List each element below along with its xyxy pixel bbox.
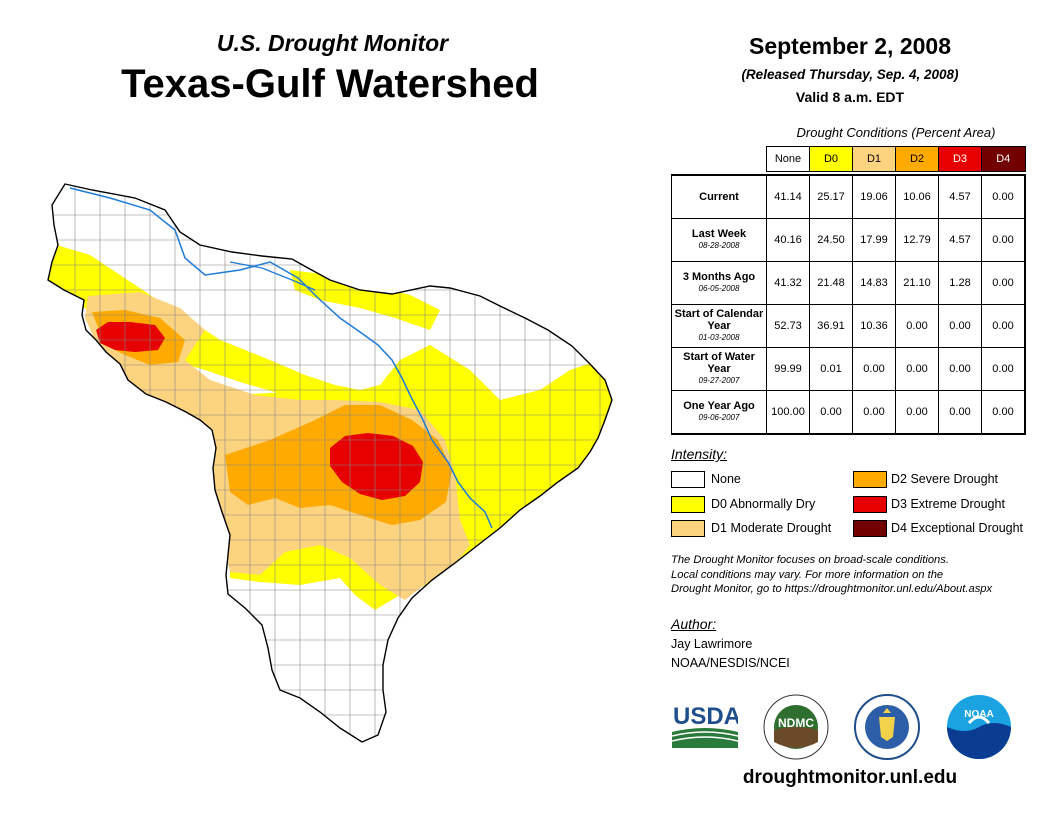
legend-swatch-d1 [671, 520, 705, 537]
usda-logo: USDA [672, 703, 738, 748]
cell: 1.28 [938, 261, 982, 305]
ndmc-logo-text: NDMC [778, 716, 814, 730]
cell: 0.00 [981, 218, 1026, 262]
map-title: Texas-Gulf Watershed [121, 62, 539, 106]
table-row: Last Week 08-28-2008 40.16 24.50 17.99 12… [671, 218, 1026, 262]
watershed-map [47, 183, 613, 743]
conditions-caption: Drought Conditions (Percent Area) [796, 125, 996, 140]
disclaimer-note: The Drought Monitor focuses on broad-sca… [671, 553, 1041, 597]
commerce-seal [854, 694, 920, 760]
legend-label-d1: D1 Moderate Drought [711, 521, 832, 535]
legend-label-d2: D2 Severe Drought [891, 472, 999, 486]
legend-label-d4: D4 Exceptional Drought [891, 521, 1024, 535]
legend-label-d0: D0 Abnormally Dry [711, 497, 816, 511]
valid-time: Valid 8 a.m. EDT [795, 89, 905, 105]
cell: 4.57 [938, 218, 982, 262]
noaa-logo-text: NOAA [964, 709, 993, 720]
col-d0: D0 [809, 146, 853, 172]
footer-url[interactable]: droughtmonitor.unl.edu [742, 767, 958, 788]
cell: 100.00 [766, 390, 810, 435]
cell: 10.36 [852, 304, 896, 348]
usda-logo-text: USDA [673, 703, 738, 730]
cell: 0.00 [895, 390, 939, 435]
legend-swatch-d2 [853, 471, 887, 488]
map-subtitle: U.S. Drought Monitor [216, 30, 449, 56]
cell: 52.73 [766, 304, 810, 348]
noaa-logo: NOAA [947, 695, 1011, 759]
cell: 17.99 [852, 218, 896, 262]
row-label: Last Week 08-28-2008 [671, 218, 767, 262]
cell: 0.00 [809, 390, 853, 435]
drought-conditions-table: None D0 D1 D2 D3 D4 Current 41.14 25.17 … [671, 146, 1026, 435]
cell: 40.16 [766, 218, 810, 262]
cell: 24.50 [809, 218, 853, 262]
note-line: Local conditions may vary. For more info… [671, 568, 944, 581]
table-row: Start of Calendar Year 01-03-2008 52.73 3… [671, 304, 1026, 348]
row-label: Current [671, 174, 767, 219]
d3-area-west [96, 322, 165, 352]
note-line: Drought Monitor, go to https://droughtmo… [671, 583, 993, 596]
cell: 0.00 [981, 304, 1026, 348]
cell: 0.01 [809, 347, 853, 391]
legend-label-d3: D3 Extreme Drought [891, 497, 1005, 511]
col-d2: D2 [895, 146, 939, 172]
table-row: Start of Water Year 09-27-2007 99.99 0.01… [671, 347, 1026, 391]
cell: 36.91 [809, 304, 853, 348]
cell: 21.48 [809, 261, 853, 305]
cell: 0.00 [938, 304, 982, 348]
brazos-river [229, 261, 316, 291]
cell: 0.00 [938, 347, 982, 391]
cell: 0.00 [852, 390, 896, 435]
cell: 0.00 [981, 347, 1026, 391]
legend-swatch-d4 [853, 520, 887, 537]
cell: 41.32 [766, 261, 810, 305]
author-org: NOAA/NESDIS/NCEI [671, 656, 790, 670]
row-label: 3 Months Ago 06-05-2008 [671, 261, 767, 305]
col-d4: D4 [981, 146, 1026, 172]
cell: 0.00 [938, 390, 982, 435]
d0-area-west [48, 240, 360, 410]
cell: 10.06 [895, 174, 939, 219]
table-row: Current 41.14 25.17 19.06 10.06 4.57 0.0… [671, 174, 1026, 219]
map-date: September 2, 2008 [748, 33, 951, 59]
row-label: Start of Water Year 09-27-2007 [671, 347, 767, 391]
cell: 0.00 [981, 261, 1026, 305]
cell: 41.14 [766, 174, 810, 219]
cell: 99.99 [766, 347, 810, 391]
legend-swatch-d3 [853, 496, 887, 513]
cell: 19.06 [852, 174, 896, 219]
author-heading: Author: [671, 616, 717, 632]
cell: 0.00 [981, 390, 1026, 435]
cell: 0.00 [895, 347, 939, 391]
trinity-river [69, 187, 493, 529]
release-date: (Released Thursday, Sep. 4, 2008) [741, 67, 959, 82]
cell: 14.83 [852, 261, 896, 305]
legend-label-none: None [711, 472, 741, 486]
col-none: None [766, 146, 810, 172]
note-line: The Drought Monitor focuses on broad-sca… [671, 554, 949, 566]
cell: 25.17 [809, 174, 853, 219]
watershed-boundary [47, 183, 613, 743]
cell: 12.79 [895, 218, 939, 262]
row-label: Start of Calendar Year 01-03-2008 [671, 304, 767, 348]
col-d3: D3 [938, 146, 982, 172]
ndmc-logo: NDMC [763, 694, 829, 760]
row-label: One Year Ago 09-06-2007 [671, 390, 767, 435]
cell: 0.00 [981, 174, 1026, 219]
legend-heading: Intensity: [671, 446, 728, 462]
legend-swatch-none [671, 471, 705, 488]
col-d1: D1 [852, 146, 896, 172]
cell: 0.00 [852, 347, 896, 391]
author-name: Jay Lawrimore [671, 637, 753, 651]
cell: 0.00 [895, 304, 939, 348]
table-row: One Year Ago 09-06-2007 100.00 0.00 0.00 … [671, 390, 1026, 435]
legend-swatch-d0 [671, 496, 705, 513]
table-row: 3 Months Ago 06-05-2008 41.32 21.48 14.83… [671, 261, 1026, 305]
cell: 4.57 [938, 174, 982, 219]
cell: 21.10 [895, 261, 939, 305]
